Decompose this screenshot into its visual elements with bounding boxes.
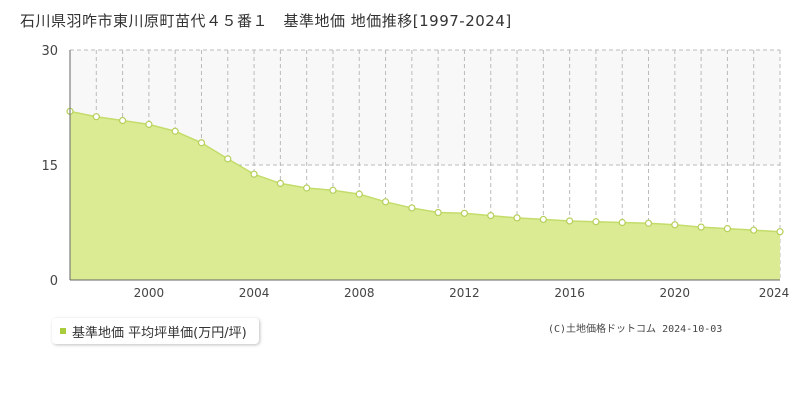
x-tick-label: 2016 bbox=[554, 286, 585, 300]
data-point bbox=[118, 116, 127, 125]
series-area-fill bbox=[70, 111, 780, 280]
horizontal-gridlines bbox=[70, 49, 780, 166]
data-point bbox=[250, 170, 258, 178]
x-tick-labels: 2000 2004 2008 2012 2016 2020 2024 bbox=[134, 286, 790, 300]
data-point bbox=[671, 221, 679, 229]
axes bbox=[69, 50, 780, 281]
y-tick-label: 30 bbox=[41, 44, 58, 59]
data-point bbox=[408, 204, 416, 212]
data-point bbox=[487, 212, 495, 220]
data-point bbox=[776, 228, 784, 236]
data-point bbox=[276, 179, 284, 187]
data-point bbox=[697, 223, 705, 231]
x-tick-label: 2012 bbox=[449, 286, 480, 300]
copyright-text: (C)土地価格ドットコム 2024-10-03 bbox=[548, 324, 723, 335]
data-point bbox=[303, 184, 311, 192]
data-point bbox=[723, 225, 732, 233]
data-point bbox=[750, 226, 758, 234]
y-tick-label: 0 bbox=[50, 274, 58, 289]
data-point bbox=[171, 127, 179, 135]
data-point bbox=[355, 190, 363, 198]
legend: 基準地価 平均坪単価(万円/坪) bbox=[52, 318, 259, 344]
legend-label: 基準地価 平均坪単価(万円/坪) bbox=[72, 325, 247, 341]
data-point bbox=[224, 155, 232, 163]
series-area bbox=[69, 110, 781, 280]
data-point bbox=[566, 217, 574, 225]
data-point bbox=[644, 219, 653, 227]
data-point bbox=[145, 120, 153, 128]
data-point bbox=[197, 139, 206, 147]
series-line bbox=[69, 110, 781, 233]
data-point bbox=[92, 113, 100, 121]
x-tick-label: 2024 bbox=[759, 286, 790, 300]
data-point bbox=[539, 215, 547, 224]
y-tick-label: 15 bbox=[41, 159, 58, 174]
x-tick-label: 2020 bbox=[660, 286, 691, 300]
data-point bbox=[329, 186, 337, 194]
chart-title: 石川県羽咋市東川原町苗代４５番１ 基準地価 地価推移[1997-2024] bbox=[20, 12, 512, 30]
data-point bbox=[381, 198, 390, 206]
x-tick-label: 2004 bbox=[239, 286, 270, 300]
data-point bbox=[618, 218, 626, 227]
x-tick-label: 2000 bbox=[134, 286, 165, 300]
y-tick-labels: 0 15 30 bbox=[41, 44, 58, 289]
data-point bbox=[592, 218, 600, 226]
data-point bbox=[513, 214, 521, 222]
data-point bbox=[434, 208, 442, 217]
data-point bbox=[460, 209, 469, 217]
series-points bbox=[66, 107, 784, 236]
legend-swatch-icon bbox=[60, 328, 66, 334]
x-tick-label: 2008 bbox=[344, 286, 375, 300]
